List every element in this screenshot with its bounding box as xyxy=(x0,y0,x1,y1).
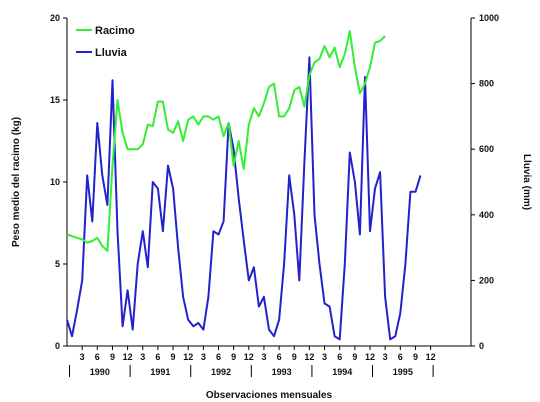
left-tick-label: 15 xyxy=(50,95,60,105)
left-tick-label: 5 xyxy=(55,259,60,269)
x-tick-label: 6 xyxy=(95,352,100,362)
x-tick-label: 9 xyxy=(110,352,115,362)
year-label: 1990 xyxy=(90,367,110,377)
legend: Racimo Lluvia xyxy=(76,25,135,59)
left-tick-label: 0 xyxy=(55,341,60,351)
right-tick-label: 400 xyxy=(479,210,494,220)
right-tick-label: 0 xyxy=(479,341,484,351)
x-tick-label: 9 xyxy=(292,352,297,362)
x-tick-label: 9 xyxy=(171,352,176,362)
x-tick-label: 12 xyxy=(365,352,375,362)
x-tick-label: 3 xyxy=(201,352,206,362)
series-layer xyxy=(66,30,422,341)
x-tick-label: 12 xyxy=(304,352,314,362)
x-tick-label: 12 xyxy=(123,352,133,362)
x-tick-label: 3 xyxy=(80,352,85,362)
year-label: 1991 xyxy=(150,367,170,377)
year-label: 1995 xyxy=(393,367,413,377)
year-label: 1992 xyxy=(211,367,231,377)
x-tick-label: 6 xyxy=(277,352,282,362)
right-tick-label: 800 xyxy=(479,79,494,89)
x-tick-label: 9 xyxy=(231,352,236,362)
x-tick-label: 6 xyxy=(216,352,221,362)
x-tick-label: 6 xyxy=(155,352,160,362)
right-tick-label: 600 xyxy=(479,144,494,154)
x-tick-label: 3 xyxy=(140,352,145,362)
y-axis-left-title: Peso medio del racimo (kg) xyxy=(11,117,22,247)
x-tick-label: 12 xyxy=(183,352,193,362)
series-line-racimo xyxy=(66,30,386,252)
left-ticks: 0 5 10 15 20 xyxy=(50,13,67,351)
series-line-lluvia xyxy=(66,56,422,341)
x-tick-label: 12 xyxy=(426,352,436,362)
right-tick-label: 1000 xyxy=(479,13,499,23)
x-tick-label: 3 xyxy=(383,352,388,362)
x-tick-label: 3 xyxy=(322,352,327,362)
x-tick-label: 9 xyxy=(352,352,357,362)
left-tick-label: 20 xyxy=(50,13,60,23)
x-tick-label: 3 xyxy=(261,352,266,362)
right-ticks: 0 200 400 600 800 1000 xyxy=(471,13,499,351)
x-tick-label: 6 xyxy=(337,352,342,362)
legend-label-lluvia: Lluvia xyxy=(95,47,128,59)
x-tick-label: 6 xyxy=(398,352,403,362)
year-labels: 1990 1991 1992 1993 1994 1995 xyxy=(69,365,434,377)
right-tick-label: 200 xyxy=(479,275,494,285)
x-ticks: 3 6 9 12 3 6 9 12 3 6 9 12 3 6 9 12 3 6 9 12 3 6 9 12 xyxy=(80,346,436,362)
year-label: 1993 xyxy=(272,367,292,377)
x-tick-label: 9 xyxy=(413,352,418,362)
year-label: 1994 xyxy=(332,367,352,377)
x-tick-label: 12 xyxy=(244,352,254,362)
y-axis-right-title: Lluvia (mm) xyxy=(521,154,532,210)
legend-label-racimo: Racimo xyxy=(95,25,135,37)
left-tick-label: 10 xyxy=(50,177,60,187)
x-axis-title: Observaciones mensuales xyxy=(206,390,333,401)
